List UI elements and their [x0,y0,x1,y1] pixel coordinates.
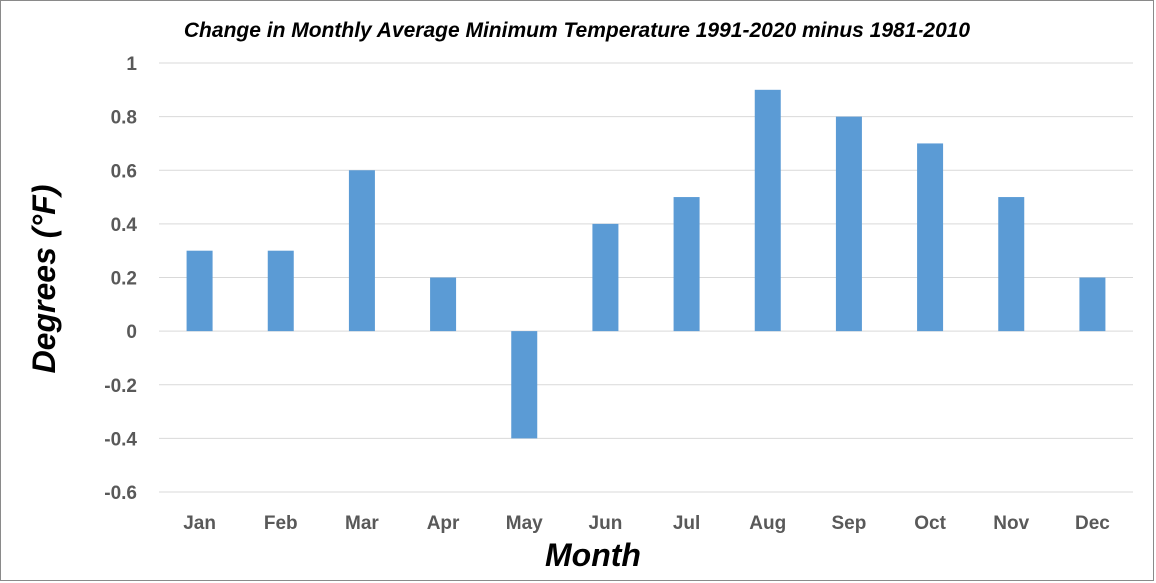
x-tick-label: Jan [183,513,216,534]
x-tick-label: Sep [831,513,866,534]
x-tick-label: Jun [589,513,623,534]
y-tick-label: 1 [126,54,137,75]
y-tick-label: 0 [126,322,137,343]
x-tick-label: Apr [427,513,460,534]
chart-title: Change in Monthly Average Minimum Temper… [184,19,971,42]
x-tick-label: Dec [1075,513,1110,534]
y-tick-label: 0.8 [111,108,137,129]
x-tick-label: Feb [264,513,298,534]
y-axis-tick-labels: 1 0.8 0.6 0.4 0.2 0 -0.2 -0.4 -0.6 [104,54,137,504]
x-axis-title: Month [545,537,641,573]
y-tick-label: 0.4 [111,215,138,236]
x-tick-label: May [506,513,543,534]
x-tick-label: Oct [914,513,946,534]
bar-oct [917,143,944,332]
bar-sep [835,116,862,332]
bar-jan [186,250,213,332]
bar-may [511,331,538,439]
bar-aug [754,89,781,332]
bars [186,89,1106,439]
bar-feb [267,250,294,332]
y-axis-title: Degrees (°F) [26,185,62,374]
y-tick-label: 0.6 [111,161,137,182]
x-tick-label: Aug [749,513,786,534]
bar-jul [673,197,700,332]
bar-dec [1079,277,1106,332]
gridlines [159,62,1133,493]
y-tick-label: -0.4 [104,429,137,450]
bar-apr [430,277,457,332]
y-tick-label: -0.6 [104,483,137,504]
x-axis-tick-labels: Jan Feb Mar Apr May Jun Jul Aug Sep Oct Nov Dec [183,513,1110,534]
y-tick-label: 0.2 [111,269,137,290]
x-tick-label: Jul [673,513,700,534]
bar-mar [348,170,375,332]
bar-jun [592,223,619,332]
x-tick-label: Mar [345,513,379,534]
y-tick-label: -0.2 [104,376,137,397]
x-tick-label: Nov [993,513,1029,534]
bar-nov [998,197,1025,332]
